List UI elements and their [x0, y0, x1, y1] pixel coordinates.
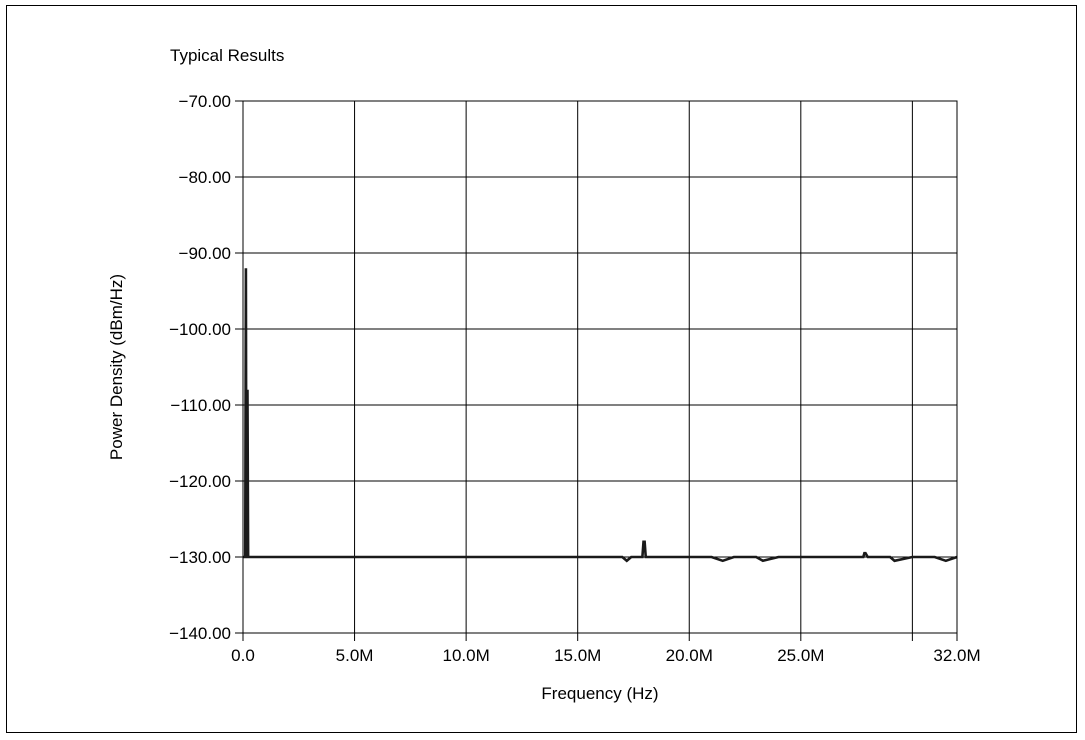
grid-layer	[243, 100, 957, 634]
x-tick-label: 20.0M	[666, 646, 713, 665]
y-tick-label: −120.00	[169, 472, 231, 491]
y-axis-title: Power Density (dBm/Hz)	[107, 274, 126, 460]
y-tick-label: −100.00	[169, 320, 231, 339]
y-tick-label: −90.00	[179, 244, 231, 263]
y-tick-label: −130.00	[169, 548, 231, 567]
y-tick-label: −70.00	[179, 92, 231, 111]
figure-frame	[6, 5, 1077, 733]
y-axis-ticks: −70.00 −80.00 −90.00 −100.00 −110.00 −120.00 −…	[169, 92, 243, 643]
x-axis-title: Frequency (Hz)	[541, 684, 658, 703]
x-tick-label: 0.0	[231, 646, 255, 665]
x-tick-label: 15.0M	[554, 646, 601, 665]
chart-title: Typical Results	[170, 46, 284, 65]
x-axis-ticks: 0.0 5.0M 10.0M 15.0M 20.0M 25.0M 32.0M	[231, 633, 981, 665]
x-tick-label: 32.0M	[933, 646, 980, 665]
series-layer	[243, 268, 958, 563]
x-tick-label: 10.0M	[443, 646, 490, 665]
y-tick-label: −140.00	[169, 624, 231, 643]
series-line	[243, 268, 958, 563]
plot-area-border	[242, 100, 958, 634]
x-tick-label: 5.0M	[336, 646, 374, 665]
x-tick-label: 25.0M	[777, 646, 824, 665]
y-tick-label: −80.00	[179, 168, 231, 187]
y-tick-label: −110.00	[170, 396, 231, 415]
